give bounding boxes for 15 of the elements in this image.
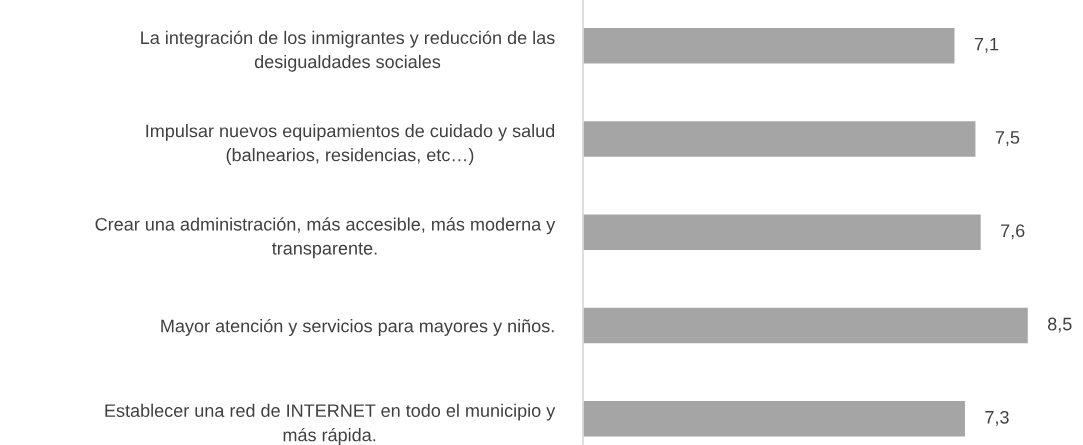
y-tick-label: Establecer una red de INTERNET en todo el municipio y más rápida. (105, 403, 556, 445)
y-tick-label: Mayor atención y servicios para mayores y niños. (161, 318, 554, 336)
data-label: 7,5 (995, 131, 1020, 146)
y-tick-label: Impulsar nuevos equipamientos de cuidado y salud (balnearios, residencias, etc…) (146, 124, 555, 165)
y-tick-label: La integración de los inmigrantes y reducción de las desigualdades sociales (141, 30, 555, 72)
data-label: 7,6 (1001, 224, 1025, 240)
data-label: 7,3 (985, 410, 1009, 426)
bar (583, 121, 976, 157)
data-label: 8,5 (1047, 317, 1072, 333)
bar (583, 307, 1028, 344)
bar (583, 27, 955, 64)
data-label: 7,1 (974, 37, 999, 53)
bar (583, 401, 965, 437)
bar (583, 214, 981, 250)
y-tick-label: Crear una administración, más accesible, más moderna y transparente. (95, 217, 556, 259)
